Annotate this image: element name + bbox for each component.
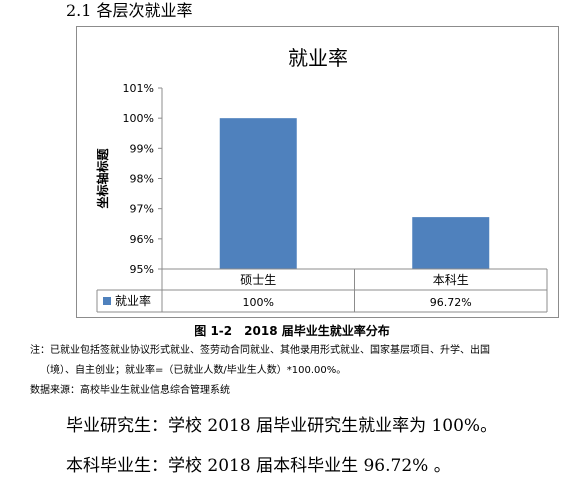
legend-label: 就业率 <box>115 293 151 308</box>
y-tick-label: 100% <box>123 112 154 125</box>
y-tick-label: 95% <box>130 263 154 276</box>
y-tick-label: 99% <box>130 142 154 155</box>
y-tick-label: 101% <box>123 82 154 95</box>
note-line-2: （境）、自主创业；就业率=（已就业人数/毕业生人数）*100.00%。 <box>40 365 347 376</box>
data-label: 100% <box>243 296 274 309</box>
bar-1 <box>219 118 297 270</box>
legend-swatch <box>103 297 111 305</box>
y-tick-label: 96% <box>130 233 154 246</box>
data-label: 96.72% <box>430 296 472 309</box>
y-tick-label: 98% <box>130 173 154 186</box>
category-label: 本科生 <box>433 273 469 287</box>
note-line-1: 注：已就业包括签就业协议形式就业、签劳动合同就业、其他录用形式就业、国家基层项目… <box>30 345 490 356</box>
category-label: 硕士生 <box>240 273 276 287</box>
graduate-rate-text: 毕业研究生：学校 2018 届毕业研究生就业率为 100%。 <box>66 416 498 436</box>
chart-title: 就业率 <box>288 46 348 70</box>
undergraduate-rate-text: 本科毕业生：学校 2018 届本科毕业生 96.72% 。 <box>66 456 451 476</box>
chart-frame: 就业率 坐标轴标题 95% 96% 97% 98% 99% 100% 101% 硕士生 100% 本科… <box>76 26 559 318</box>
y-tick-label: 97% <box>130 203 154 216</box>
y-axis-title: 坐标轴标题 <box>95 148 110 209</box>
bar-chart: 就业率坐标轴标题95%96%97%98%99%100%101%硕士生100%本科… <box>95 46 548 313</box>
data-source-note: 数据来源：高校毕业生就业信息综合管理系统 <box>30 385 230 396</box>
figure-caption: 图 1-2 2018 届毕业生就业率分布 <box>194 324 390 338</box>
bar-2 <box>412 217 490 269</box>
section-heading: 2.1 各层次就业率 <box>66 1 193 20</box>
